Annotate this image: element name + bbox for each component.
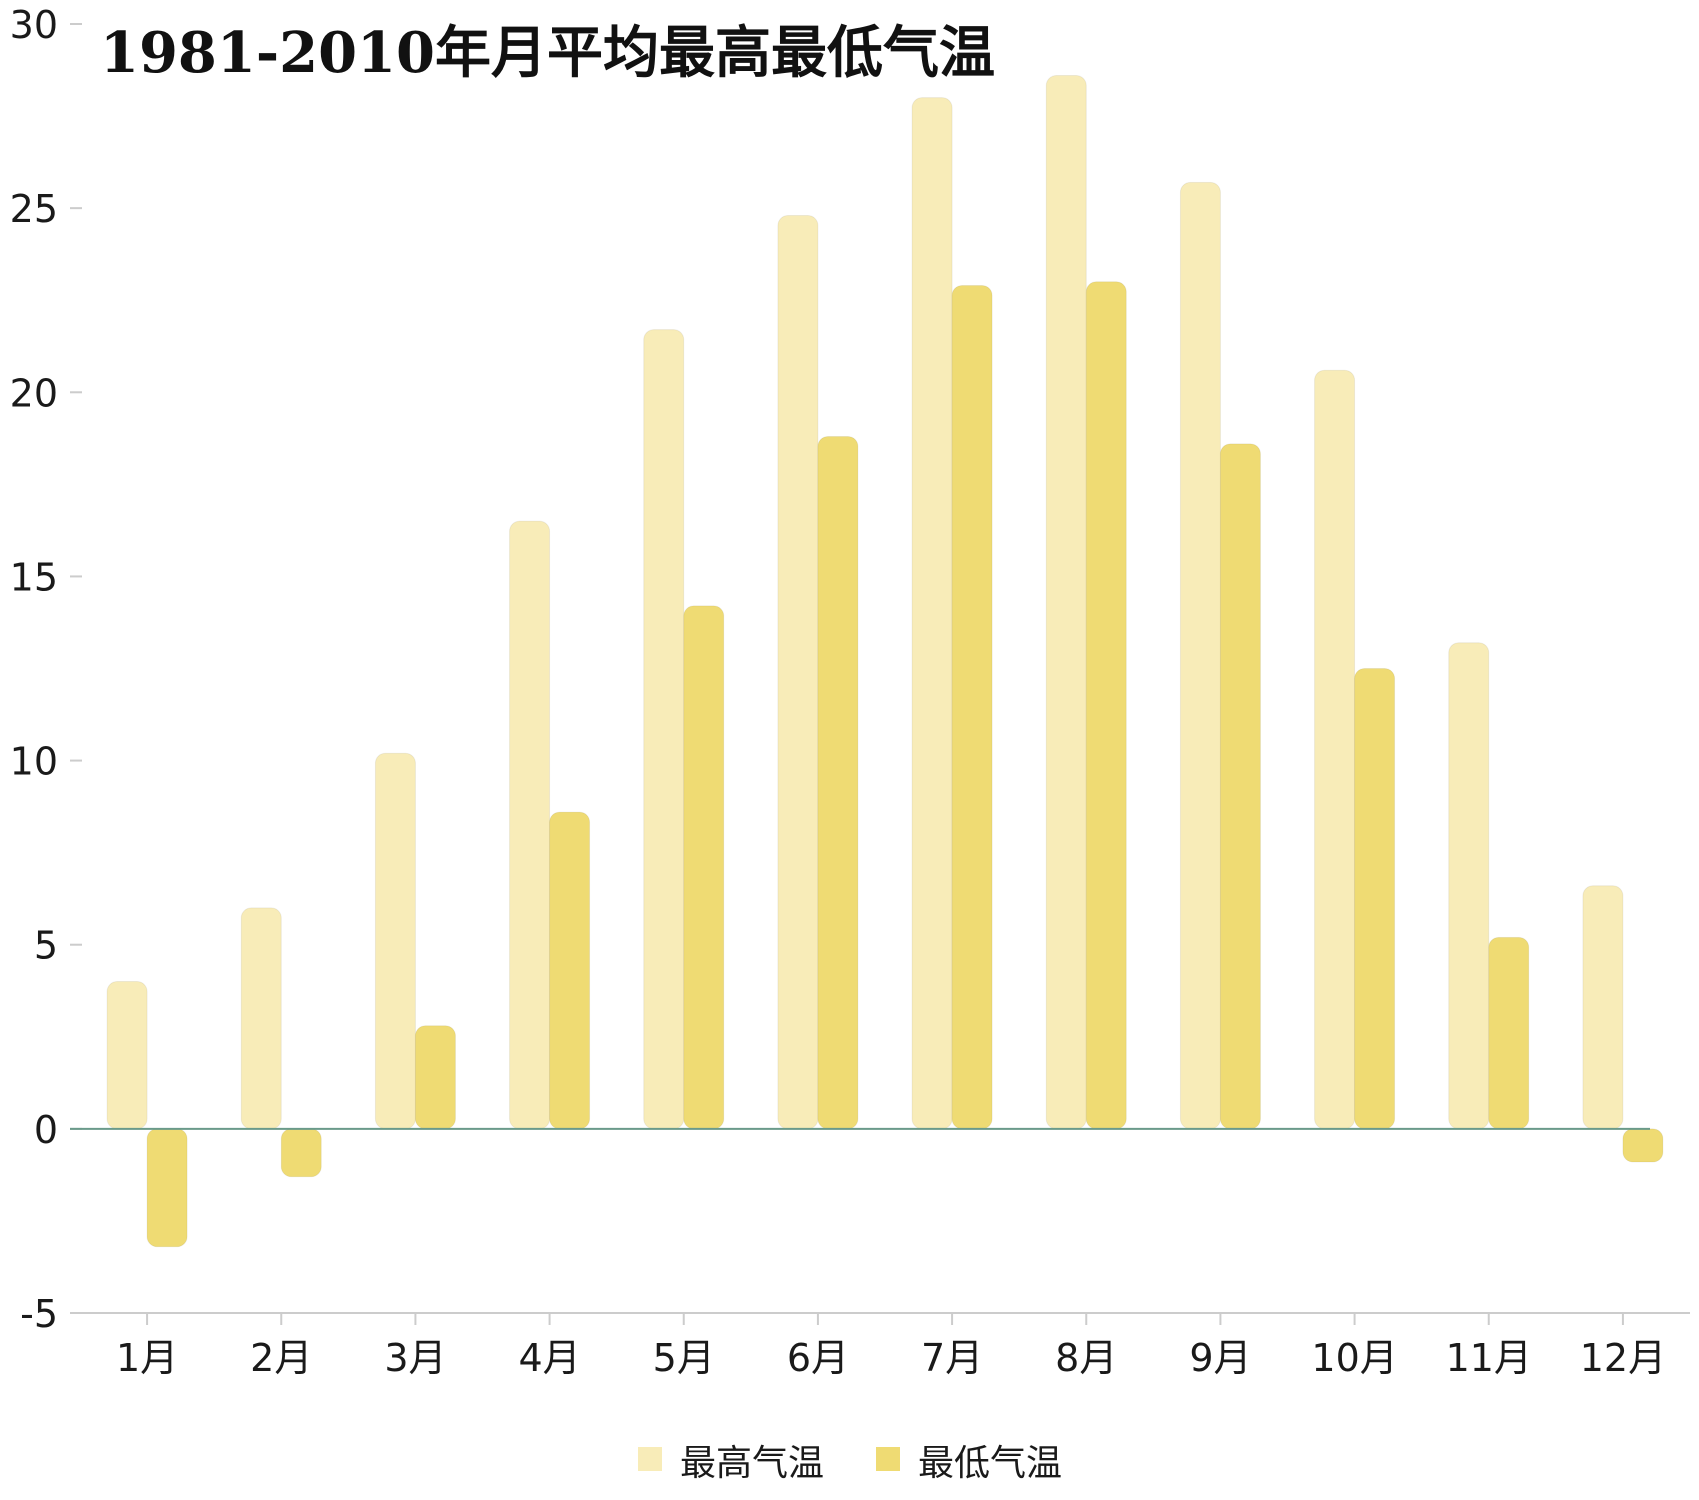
bar-series-1-5月: [683, 605, 725, 1130]
x-tick-label: 3月: [384, 1336, 446, 1380]
bar-series-1-4月: [549, 811, 591, 1130]
y-axis: -5 0 5 10 15 20 25 30: [10, 3, 82, 1336]
x-tick-label: 6月: [787, 1336, 849, 1380]
x-tick-label: 4月: [518, 1336, 580, 1380]
legend-label: 最高气温: [680, 1443, 824, 1484]
bar-series-0-10月: [1314, 369, 1356, 1130]
legend-item: 最高气温: [638, 1443, 824, 1484]
bar-series-1-2月: [280, 1128, 322, 1178]
bar-series-0-1月: [106, 981, 148, 1130]
bar-series-1-3月: [414, 1025, 456, 1130]
y-tick-label: 10: [10, 740, 58, 784]
bar-series-0-9月: [1179, 181, 1221, 1130]
bar-series-0-11月: [1448, 642, 1490, 1130]
x-tick-label: 2月: [250, 1336, 312, 1380]
bar-series-0-6月: [777, 215, 819, 1130]
x-axis: 1月 2月 3月 4月 5月 6月 7月 8月 9月 10月 11月 12月: [70, 1312, 1690, 1380]
bar-series-0-7月: [911, 97, 953, 1130]
x-tick-label: 11月: [1446, 1336, 1532, 1380]
bar-series-1-1月: [146, 1128, 188, 1248]
x-tick-label: 8月: [1055, 1336, 1117, 1380]
bar-series-1-12月: [1622, 1128, 1664, 1163]
y-tick-label: 25: [10, 187, 58, 231]
x-tick-label: 12月: [1580, 1336, 1666, 1380]
bar-series-1-9月: [1219, 443, 1261, 1130]
bar-series-1-7月: [951, 284, 993, 1130]
bar-series-1-8月: [1085, 281, 1127, 1130]
bar-series-0-2月: [240, 907, 282, 1130]
bar-series-0-12月: [1582, 885, 1624, 1130]
bar-series-1-11月: [1488, 936, 1530, 1130]
legend-label: 最低气温: [918, 1443, 1062, 1484]
y-tick-label: 20: [10, 371, 58, 415]
x-tick-label: 9月: [1189, 1336, 1251, 1380]
x-tick-label: 10月: [1311, 1336, 1397, 1380]
bar-series-0-4月: [509, 520, 551, 1130]
legend-item: 最低气温: [876, 1443, 1062, 1484]
bar-series-0-8月: [1045, 75, 1087, 1130]
bar-series-1-6月: [817, 435, 859, 1130]
legend-swatch: [876, 1447, 900, 1471]
y-tick-label: -5: [20, 1292, 58, 1336]
x-tick-label: 1月: [116, 1336, 178, 1380]
chart-title: 1981-2010年月平均最高最低气温: [100, 20, 995, 86]
legend-swatch: [638, 1447, 662, 1471]
x-tick-label: 7月: [921, 1336, 983, 1380]
bar-series-0-3月: [374, 752, 416, 1130]
bar-series-0-5月: [643, 329, 685, 1130]
bars: [106, 75, 1664, 1248]
bar-series-1-10月: [1354, 668, 1396, 1130]
x-tick-label: 5月: [653, 1336, 715, 1380]
y-tick-label: 30: [10, 3, 58, 47]
y-tick-label: 0: [34, 1108, 58, 1152]
y-tick-label: 5: [34, 924, 58, 968]
y-tick-label: 15: [10, 555, 58, 599]
legend: 最高气温 最低气温: [638, 1443, 1062, 1484]
